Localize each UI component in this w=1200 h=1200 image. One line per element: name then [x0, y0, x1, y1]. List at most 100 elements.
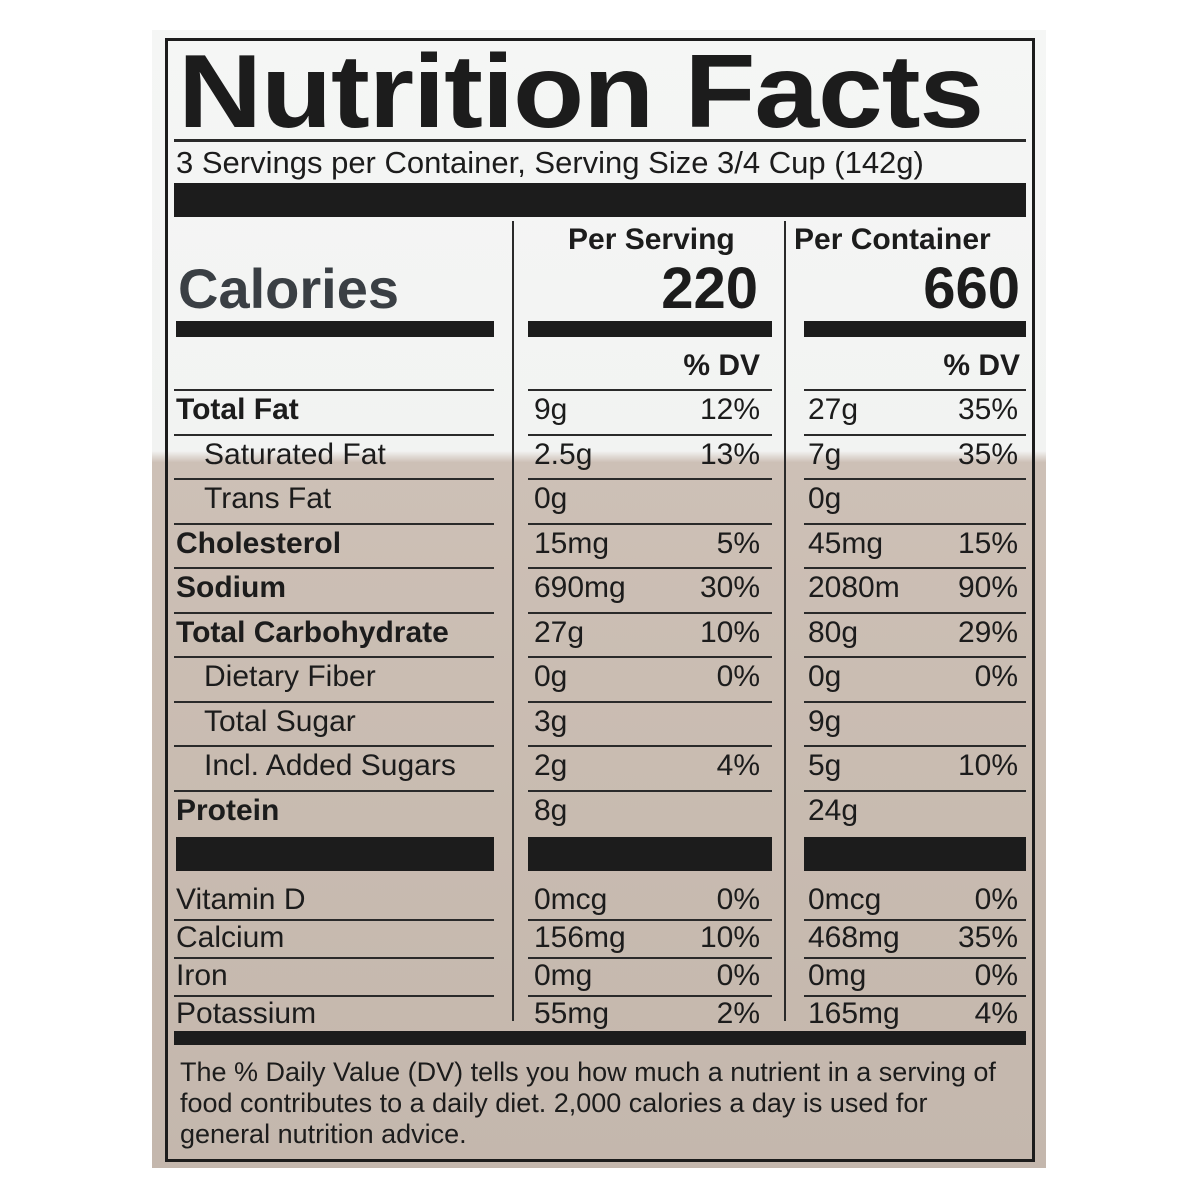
per-serving-amount: 2.5g [534, 437, 593, 471]
per-container-amount: 2080m [808, 571, 900, 604]
per-container-amount: 0g [808, 660, 842, 693]
vitamin-row-divider [174, 995, 494, 997]
vitamin-row-divider [528, 957, 772, 959]
per-container-heading: Per Container [794, 223, 991, 256]
label-title: Nutrition Facts [178, 34, 984, 150]
per-serving-dv: 12% [699, 393, 760, 426]
nutrient-row-divider [528, 789, 772, 792]
per-container-amount: 9g [808, 704, 842, 738]
vitamin-row-divider [174, 919, 494, 921]
thick-bar-top [174, 183, 1026, 217]
nutrient-row-divider [804, 389, 1026, 391]
per-container-amount: 80g [808, 615, 859, 649]
vitamin-row-divider [804, 995, 1026, 997]
column-divider-1 [512, 221, 514, 1021]
nutrient-row-divider [804, 700, 1026, 703]
per-serving-amount: 8g [534, 793, 568, 827]
nutrient-row-divider [174, 656, 494, 658]
per-serving-amount: 0g [534, 482, 568, 515]
nutrient-name: Trans Fat [204, 482, 332, 515]
per-serving-dv: 0% [716, 959, 760, 992]
per-container-amount: 468mg [808, 921, 900, 954]
thick-bar-vitamins-left [176, 837, 494, 871]
nutrient-row-divider [528, 522, 772, 525]
per-container-amount: 5g [808, 749, 842, 782]
calories-bar-middle [528, 321, 772, 337]
nutrient-row-divider [804, 522, 1026, 525]
per-serving-dv: 4% [716, 749, 760, 782]
per-container-amount: 45mg [808, 526, 884, 560]
vitamin-row-divider [174, 957, 494, 959]
per-serving-amount: 15mg [534, 526, 610, 560]
per-container-dv: 35% [957, 393, 1018, 426]
servings-line: 3 Servings per Container, Serving Size 3… [176, 145, 924, 180]
calories-per-serving: 220 [661, 256, 758, 321]
nutrition-facts-label: Nutrition Facts 3 Servings per Container… [165, 34, 1035, 1162]
nutrient-row-divider [528, 478, 772, 480]
nutrient-row-divider [804, 567, 1026, 569]
per-serving-amount: 27g [534, 615, 585, 649]
nutrient-row-divider [174, 389, 494, 391]
per-serving-amount: 690mg [534, 571, 626, 604]
per-serving-amount: 3g [534, 704, 568, 738]
title-rule [174, 139, 1026, 142]
nutrient-row-divider [804, 433, 1026, 436]
nutrient-name: Dietary Fiber [204, 660, 376, 693]
vitamin-name: Vitamin D [176, 883, 306, 916]
per-container-amount: 0mcg [808, 883, 882, 916]
per-container-dv: 15% [957, 526, 1018, 560]
nutrient-row-divider [528, 567, 772, 569]
thick-bar-bottom [174, 1031, 1026, 1045]
label-photo-background [152, 30, 1046, 1168]
vitamin-name: Iron [176, 959, 228, 992]
calories-bar-left [176, 321, 494, 337]
nutrient-row-divider [174, 611, 494, 614]
nutrient-row-divider [804, 478, 1026, 480]
thick-bar-vitamins-right [804, 837, 1026, 871]
nutrient-row-divider [174, 567, 494, 569]
per-container-dv: 4% [974, 997, 1018, 1030]
nutrient-row-divider [174, 745, 494, 747]
vitamin-row-divider [804, 957, 1026, 959]
column-divider-2 [784, 221, 786, 1021]
nutrient-row-divider [804, 789, 1026, 792]
nutrient-row-divider [174, 789, 494, 792]
per-container-dv: 29% [957, 615, 1018, 649]
per-serving-dv: 2% [716, 997, 760, 1030]
per-container-dv: 10% [957, 749, 1018, 782]
vitamin-row-divider [528, 919, 772, 921]
vitamin-row-divider [528, 995, 772, 997]
nutrient-name: Total Sugar [204, 704, 356, 738]
nutrient-row-divider [528, 433, 772, 436]
nutrient-row-divider [528, 389, 772, 391]
per-container-dv: 0% [974, 660, 1018, 693]
per-serving-dv: 0% [716, 660, 760, 693]
dv-heading-serving: % DV [683, 349, 760, 382]
per-serving-heading: Per Serving [568, 223, 735, 256]
per-serving-dv: 13% [699, 437, 760, 471]
daily-value-footnote: The % Daily Value (DV) tells you how muc… [180, 1057, 996, 1149]
nutrient-row-divider [528, 745, 772, 747]
per-serving-dv: 10% [699, 921, 760, 954]
nutrient-row-divider [174, 700, 494, 703]
nutrient-name: Incl. Added Sugars [204, 749, 456, 782]
per-container-amount: 7g [808, 437, 842, 471]
thick-bar-vitamins-middle [528, 837, 772, 871]
per-serving-dv: 30% [699, 571, 760, 604]
per-container-dv: 90% [957, 571, 1018, 604]
calories-per-container: 660 [923, 256, 1020, 321]
nutrient-row-divider [804, 656, 1026, 658]
per-serving-amount: 156mg [534, 921, 626, 954]
nutrient-name: Total Fat [176, 393, 299, 426]
nutrient-row-divider [174, 478, 494, 480]
per-container-dv: 35% [957, 437, 1018, 471]
nutrient-row-divider [174, 433, 494, 436]
per-serving-dv: 10% [699, 615, 760, 649]
per-serving-amount: 0mcg [534, 883, 608, 916]
per-container-amount: 0g [808, 482, 842, 515]
per-serving-amount: 0g [534, 660, 568, 693]
nutrient-row-divider [804, 745, 1026, 747]
per-serving-amount: 55mg [534, 997, 610, 1030]
dv-heading-container: % DV [943, 349, 1020, 382]
per-serving-dv: 0% [716, 883, 760, 916]
